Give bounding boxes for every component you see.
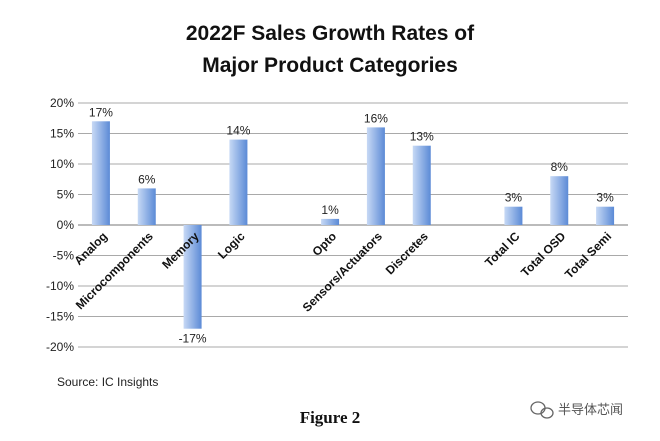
chart-title-line-1: 2022F Sales Growth Rates of — [186, 22, 475, 45]
y-tick-label: 10% — [50, 157, 74, 171]
data-label: 3% — [505, 191, 523, 205]
data-label: 3% — [596, 191, 614, 205]
figure-caption: Figure 2 — [300, 408, 361, 427]
bar — [366, 127, 385, 225]
data-labels: 17% 6% -17% 14% 1% 16% 13% 3% 8% 3% — [89, 105, 614, 345]
bar — [504, 206, 523, 225]
bar — [183, 225, 202, 329]
category-label: Opto — [310, 229, 340, 259]
bar — [550, 176, 569, 225]
category-label: Analog — [71, 229, 110, 268]
chart-title-line-2: Major Product Categories — [202, 54, 458, 77]
y-tick-label: -5% — [53, 249, 75, 263]
bar — [412, 145, 431, 225]
watermark-text: 半导体芯闻 — [558, 403, 623, 418]
y-tick-label: 5% — [57, 188, 75, 202]
data-label: 14% — [226, 124, 250, 138]
bar — [321, 218, 340, 225]
category-label: Sensors/Actuators — [300, 229, 386, 315]
y-tick-label: -20% — [46, 340, 74, 354]
bar — [229, 139, 248, 225]
data-label: 6% — [138, 172, 156, 186]
y-tick-label: -10% — [46, 279, 74, 293]
y-tick-label: 20% — [50, 96, 74, 110]
bar-series — [91, 121, 615, 329]
watermark: 半导体芯闻 — [530, 401, 623, 419]
data-label: 1% — [321, 203, 339, 217]
y-axis-ticks: 20% 15% 10% 5% 0% -5% -10% -15% -20% — [46, 96, 74, 354]
data-label: -17% — [179, 332, 207, 346]
category-label: Logic — [215, 229, 248, 262]
data-label: 13% — [410, 130, 434, 144]
y-tick-label: 15% — [50, 127, 74, 141]
y-tick-label: -15% — [46, 310, 74, 324]
category-label: Discretes — [383, 229, 431, 277]
category-label: Microcomponents — [73, 229, 156, 312]
data-label: 17% — [89, 105, 113, 119]
data-label: 16% — [364, 111, 388, 125]
category-label: Total IC — [482, 229, 523, 270]
bar — [91, 121, 110, 225]
y-tick-label: 0% — [57, 218, 75, 232]
wechat-icon — [530, 401, 554, 419]
bar — [596, 206, 615, 225]
category-label: Total OSD — [518, 229, 569, 280]
bar — [137, 188, 156, 225]
data-label: 8% — [551, 160, 569, 174]
source-note: Source: IC Insights — [57, 375, 158, 389]
gridlines — [78, 102, 628, 348]
